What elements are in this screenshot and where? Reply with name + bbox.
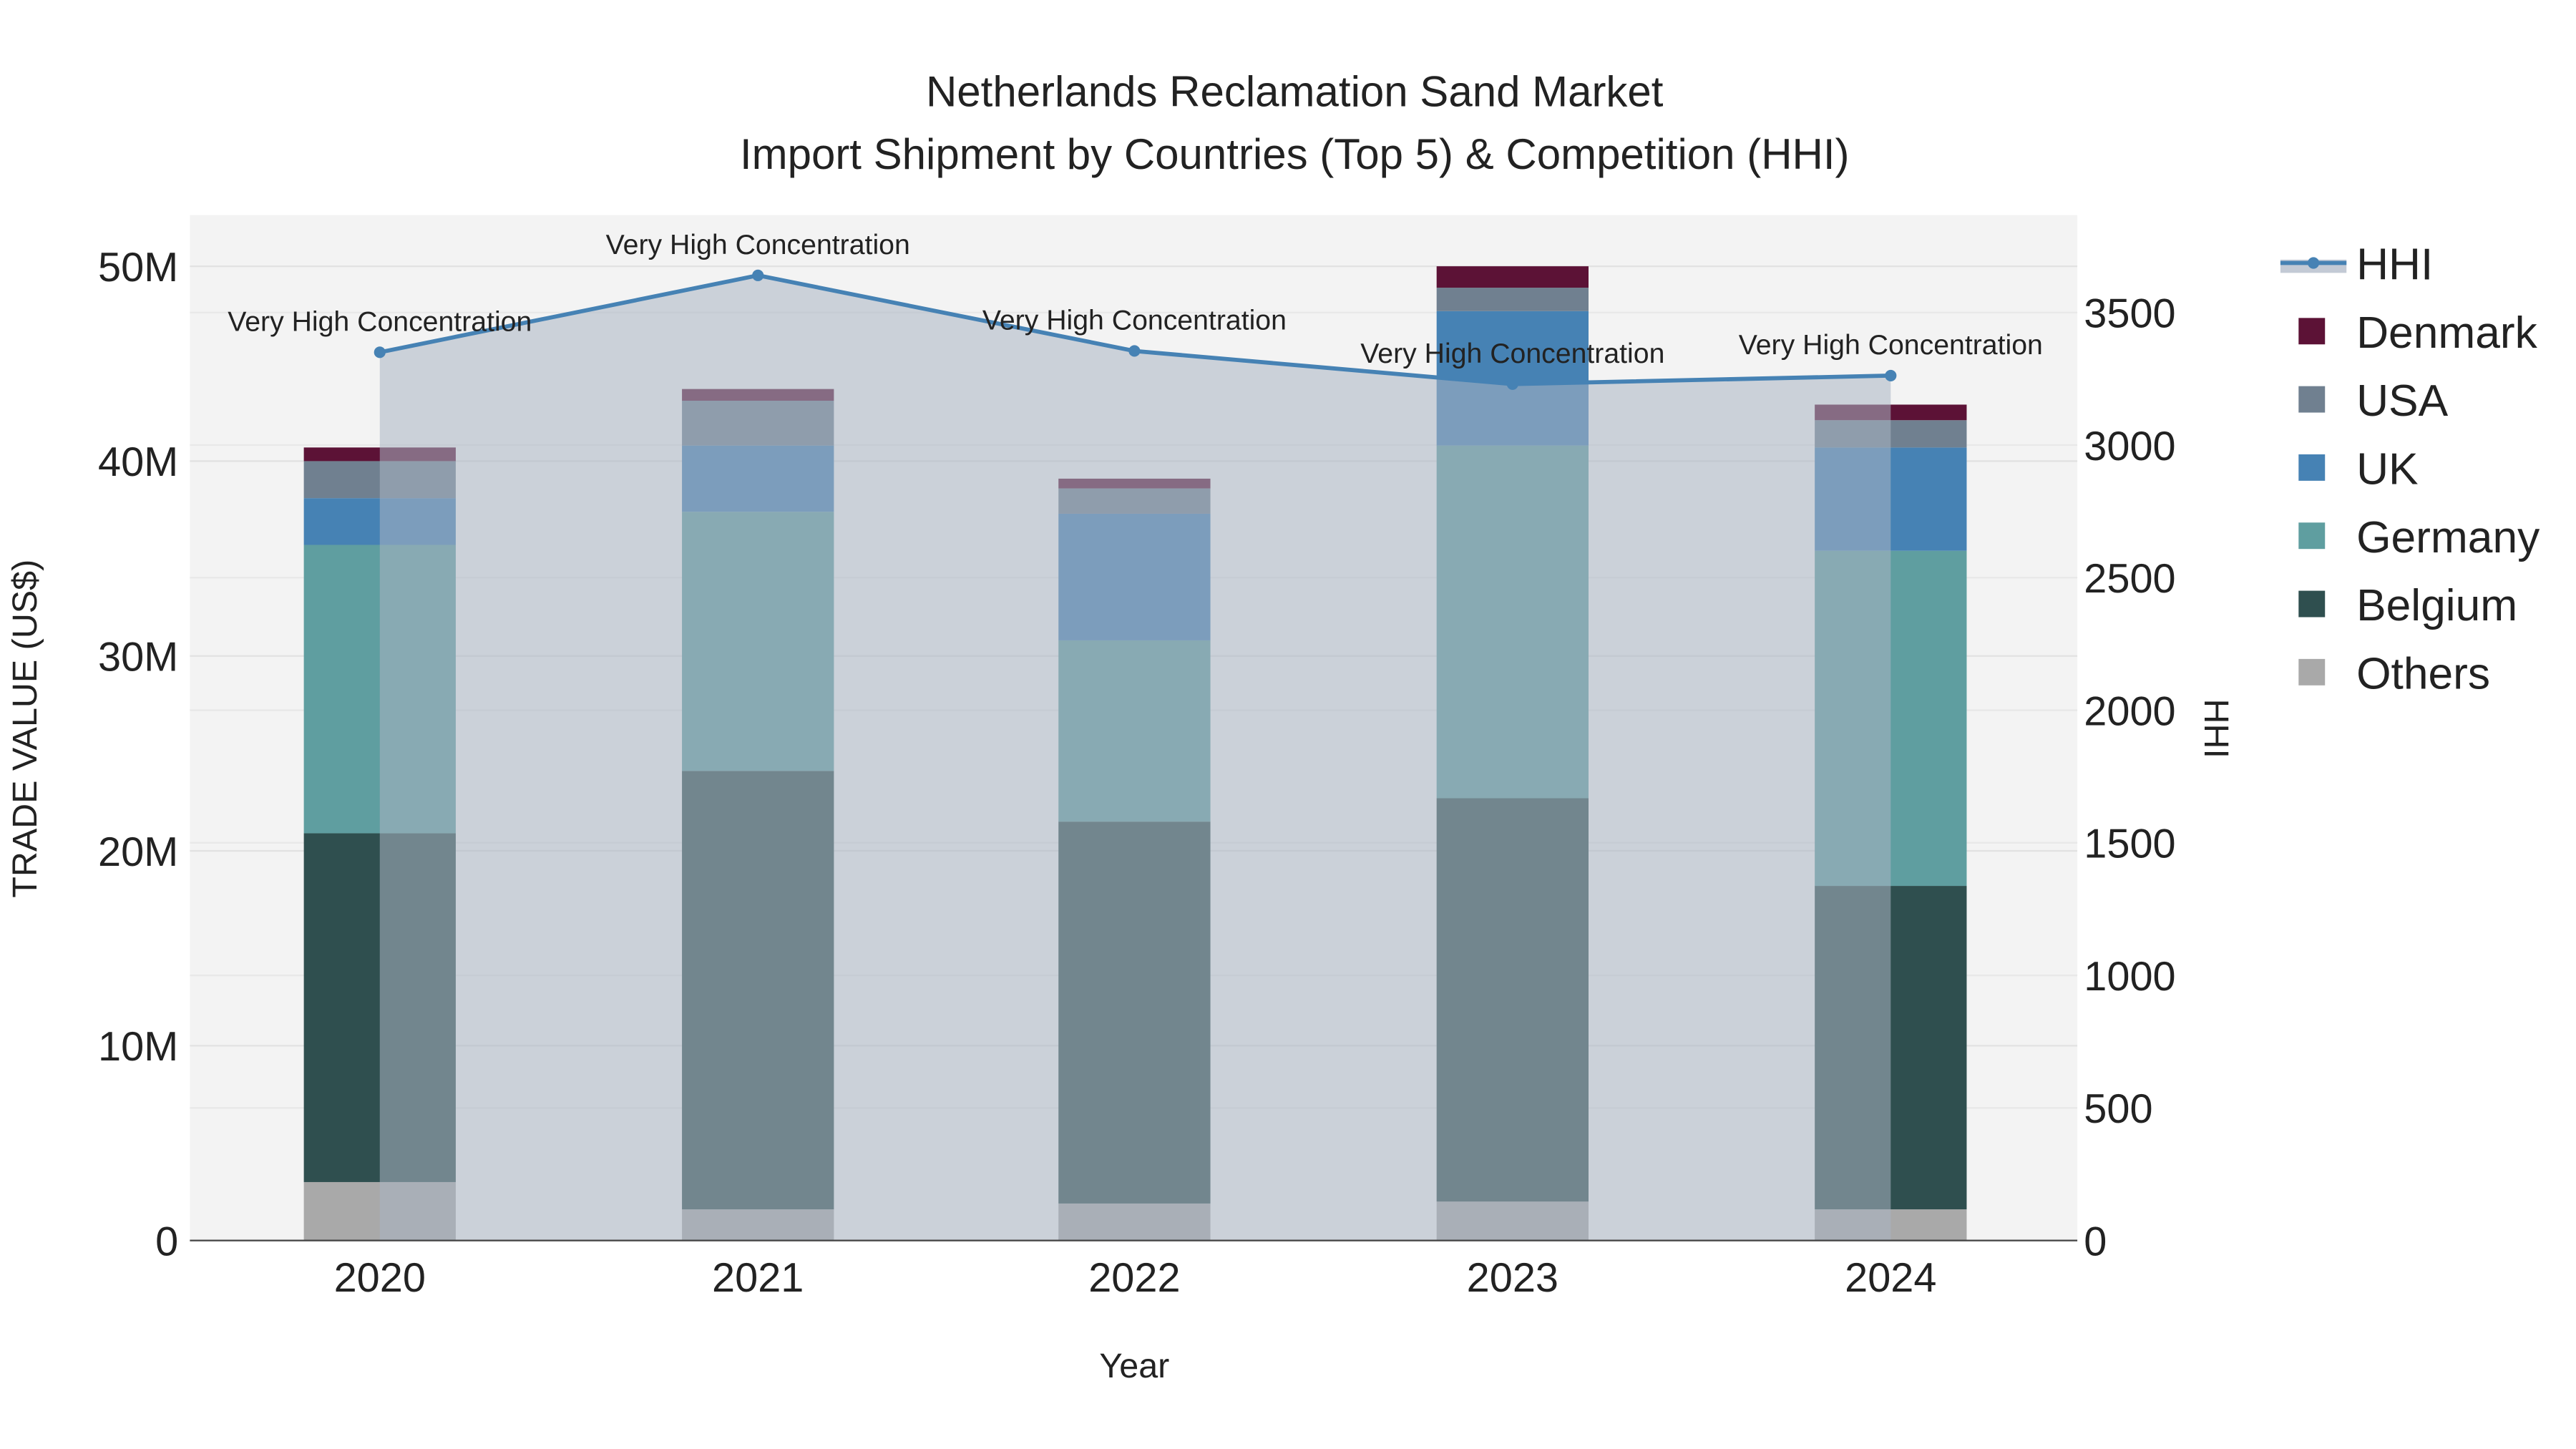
hhi-area — [379, 275, 1891, 1241]
hhi-point — [752, 269, 764, 281]
y-tick-label: 10M — [98, 1024, 178, 1070]
legend: HHI Denmark USA UK Germany Belgium Others — [2280, 240, 2540, 698]
x-tick-label: 2024 — [1845, 1255, 1936, 1301]
legend-label-others: Others — [2356, 649, 2490, 698]
hhi-annotation: Very High Concentration — [1360, 338, 1664, 369]
hhi-point — [1128, 345, 1141, 357]
chart-title: Netherlands Reclamation Sand Market — [926, 67, 1664, 115]
y2-tick-label: 3500 — [2084, 291, 2175, 337]
hhi-point — [374, 346, 386, 358]
hhi-annotation: Very High Concentration — [1739, 329, 2043, 361]
hhi-annotation: Very High Concentration — [606, 229, 910, 260]
hhi-point — [1885, 369, 1897, 381]
legend-swatch-denmark — [2298, 318, 2326, 345]
y2-tick-label: 0 — [2084, 1219, 2107, 1264]
legend-swatch-uk — [2298, 454, 2326, 481]
legend-label-belgium: Belgium — [2356, 581, 2517, 630]
y-tick-label: 40M — [98, 439, 178, 485]
y-tick-label: 20M — [98, 829, 178, 875]
legend-marker-hhi — [2308, 257, 2320, 269]
y2-tick-label: 1000 — [2084, 954, 2175, 1000]
legend-swatch-belgium — [2298, 590, 2326, 618]
legend-label-denmark: Denmark — [2356, 308, 2538, 358]
legend-swatch-germany — [2298, 522, 2326, 550]
legend-swatch-usa — [2298, 386, 2326, 413]
x-tick-label: 2021 — [712, 1255, 804, 1301]
bar-denmark-2023 — [1436, 266, 1589, 288]
y2-axis-label: HHI — [2197, 699, 2235, 758]
y-tick-label: 50M — [98, 245, 178, 291]
legend-label-hhi: HHI — [2356, 240, 2433, 290]
x-axis-label: Year — [1099, 1347, 1169, 1385]
y2-tick-label: 2500 — [2084, 556, 2175, 602]
y2-tick-label: 3000 — [2084, 424, 2175, 469]
legend-swatch-others — [2298, 658, 2326, 686]
y2-tick-label: 1500 — [2084, 821, 2175, 867]
y2-tick-label: 2000 — [2084, 688, 2175, 734]
hhi-point — [1506, 378, 1518, 390]
legend-label-usa: USA — [2356, 376, 2449, 426]
chart-subtitle: Import Shipment by Countries (Top 5) & C… — [740, 130, 1850, 178]
hhi-annotation: Very High Concentration — [982, 304, 1287, 336]
y2-tick-label: 500 — [2084, 1086, 2152, 1132]
legend-label-germany: Germany — [2356, 513, 2540, 562]
y-tick-label: 0 — [155, 1219, 178, 1264]
hhi-annotation: Very High Concentration — [228, 306, 532, 337]
x-tick-label: 2023 — [1467, 1255, 1558, 1301]
y-tick-label: 30M — [98, 635, 178, 680]
legend-label-uk: UK — [2356, 444, 2419, 494]
x-tick-label: 2022 — [1088, 1255, 1180, 1301]
x-tick-label: 2020 — [334, 1255, 426, 1301]
bar-usa-2023 — [1436, 288, 1589, 311]
y-axis-label: TRADE VALUE (US$) — [6, 560, 44, 898]
